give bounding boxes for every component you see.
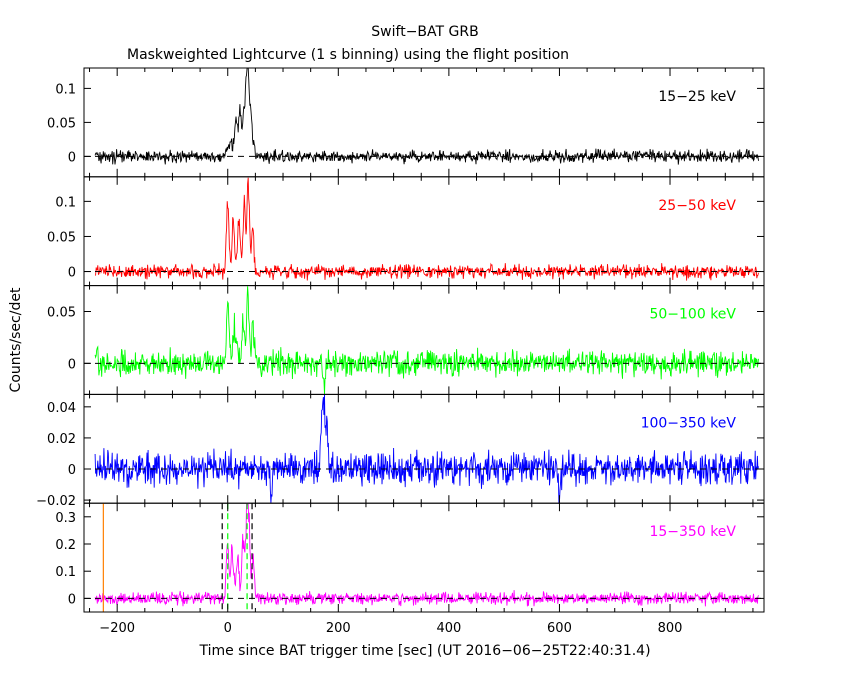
band-label: 25−50 keV (658, 198, 736, 214)
band-label: 15−25 keV (658, 89, 736, 105)
y-tick-label: 0 (68, 150, 76, 165)
x-tick-label: 400 (436, 621, 461, 636)
series-line (94, 177, 759, 281)
band-label: 15−350 keV (649, 524, 736, 540)
y-tick-label: 0.1 (55, 82, 76, 97)
x-axis-label: Time since BAT trigger time [sec] (UT 20… (198, 643, 650, 659)
panel-3: −0.02 0 0.02 0.04 100−350 keV (36, 393, 765, 509)
series-line (94, 286, 759, 395)
series-line (94, 67, 759, 165)
panel-1: 0 0.05 0.1 25−50 keV (47, 176, 765, 287)
x-tick-label: −200 (99, 621, 135, 636)
panel-frame (83, 502, 765, 613)
y-tick-label: 0.3 (55, 511, 76, 526)
chart-title: Swift−BAT GRB (371, 24, 478, 40)
y-tick-label: 0.04 (47, 401, 76, 416)
y-tick-label: 0.1 (55, 565, 76, 580)
y-tick-label: 0 (68, 463, 76, 478)
panel-0: 0 0.05 0.1 15−25 keV (47, 67, 765, 178)
x-tick-label: 600 (547, 621, 572, 636)
y-tick-label: 0 (68, 357, 76, 372)
x-tick-label: 200 (326, 621, 351, 636)
x-tick-label: 0 (224, 621, 232, 636)
y-tick-label: 0.05 (47, 116, 76, 131)
panel-4: 0 0.1 0.2 0.3 15−350 keV (55, 502, 765, 613)
x-tick-label: 800 (658, 621, 683, 636)
chart-subtitle: Maskweighted Lightcurve (1 s binning) us… (127, 47, 569, 63)
series-line (94, 394, 759, 504)
band-label: 100−350 keV (641, 415, 737, 431)
y-tick-label: 0.05 (47, 306, 76, 321)
y-tick-label: 0.1 (55, 195, 76, 210)
y-tick-label: 0 (68, 592, 76, 607)
y-tick-label: 0.02 (47, 432, 76, 447)
panel-stack: 0 0.05 0.1 15−25 keV 0 0.05 0.1 25−50 keV 0 0.05 5… (36, 67, 765, 636)
y-tick-label: 0.2 (55, 538, 76, 553)
panel-frame (83, 393, 765, 504)
y-axis-label: Counts/sec/det (8, 287, 24, 392)
y-tick-label: 0.05 (47, 230, 76, 245)
y-tick-label: 0 (68, 266, 76, 281)
y-tick-label: −0.02 (36, 494, 76, 509)
band-label: 50−100 keV (649, 307, 736, 323)
panel-2: 0 0.05 50−100 keV (47, 285, 765, 395)
series-line (94, 502, 759, 607)
